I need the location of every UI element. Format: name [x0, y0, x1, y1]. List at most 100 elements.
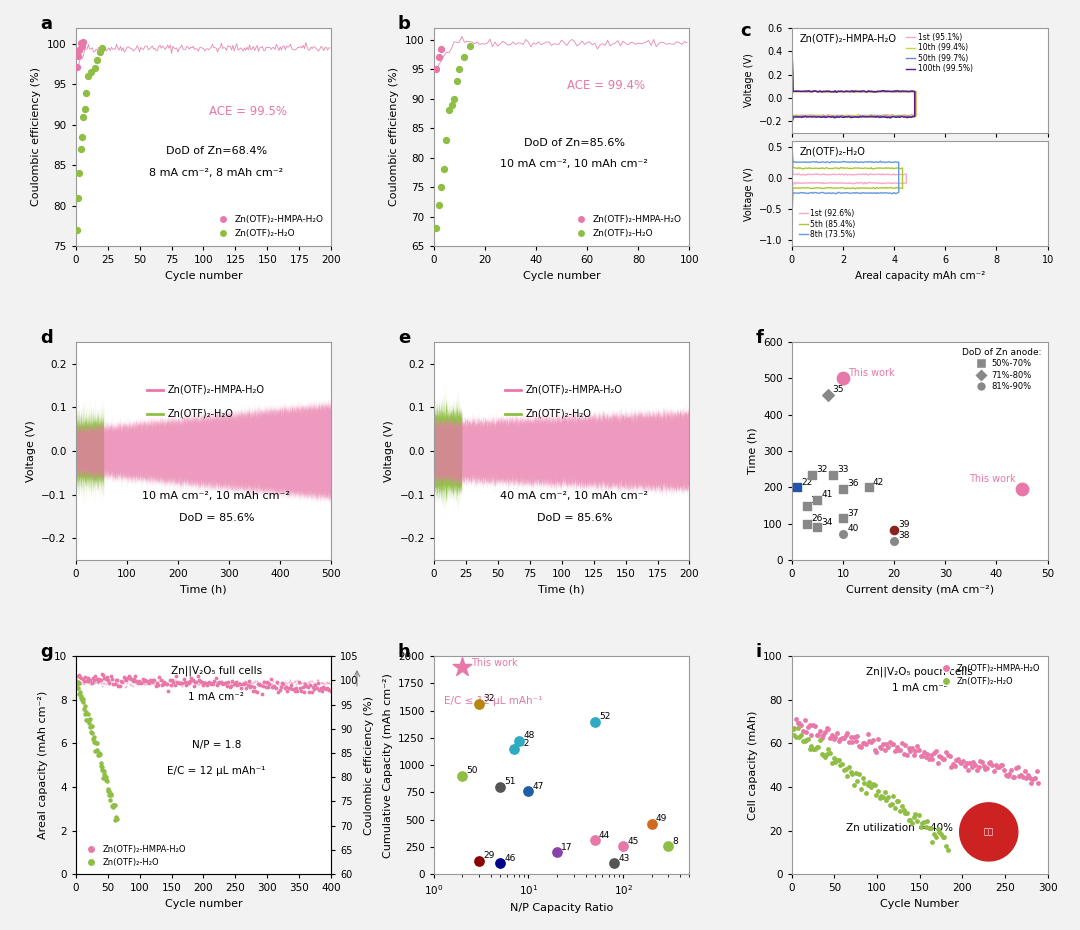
Point [586, 833, 604, 848]
Point [71, 686, 89, 701]
Point [288, 673, 306, 688]
1st (92.6%) [805, 169, 818, 180]
X-axis label: Time (h): Time (h) [180, 585, 227, 594]
Point [314, 675, 332, 690]
Point [208, 676, 226, 691]
Point [225, 676, 242, 691]
Point [878, 737, 895, 751]
Point [254, 678, 271, 693]
Point [843, 735, 861, 750]
Point [454, 659, 471, 674]
Point [295, 674, 312, 689]
Point [211, 677, 228, 692]
Point [270, 676, 287, 691]
Point [132, 675, 149, 690]
Point [107, 812, 124, 827]
Point [200, 675, 217, 690]
Text: DoD of Zn=85.6%: DoD of Zn=85.6% [524, 138, 625, 148]
Text: Zn(OTF)₂-H₂O: Zn(OTF)₂-H₂O [526, 409, 592, 419]
Text: 34: 34 [822, 518, 833, 526]
Point [100, 676, 118, 691]
Point [112, 679, 130, 694]
Text: This work: This work [849, 367, 895, 378]
Text: 29: 29 [483, 851, 495, 860]
Point [191, 673, 208, 688]
Point [82, 677, 99, 692]
Point [511, 734, 528, 749]
Point [204, 675, 221, 690]
Point [784, 722, 801, 737]
10th (99.4%) [798, 86, 811, 98]
Point [802, 738, 820, 753]
Point [798, 733, 815, 748]
Point [91, 674, 108, 689]
Point [549, 845, 566, 860]
Point [287, 681, 305, 696]
Point [96, 768, 113, 783]
Point [147, 678, 164, 693]
Point [257, 676, 274, 691]
Point [273, 676, 291, 691]
Point [103, 669, 120, 684]
100th (99.5%) [795, 112, 808, 123]
Point [160, 684, 177, 698]
Point [105, 676, 122, 691]
Text: b: b [397, 15, 410, 33]
Point [217, 674, 234, 689]
Point [919, 814, 936, 829]
Point [446, 91, 463, 106]
Point [309, 673, 326, 688]
Point [291, 675, 308, 690]
1st (92.6%) [795, 178, 808, 189]
Point [108, 672, 125, 687]
Point [193, 676, 211, 691]
Point [121, 671, 138, 685]
Point [982, 754, 999, 769]
Point [996, 763, 1013, 777]
Point [134, 671, 151, 686]
Point [94, 676, 111, 691]
Point [120, 669, 137, 684]
Point [246, 684, 264, 698]
Legend: 1st (95.1%), 10th (99.4%), 50th (99.7%), 100th (99.5%): 1st (95.1%), 10th (99.4%), 50th (99.7%),… [903, 30, 975, 76]
Point [184, 672, 201, 687]
Point [113, 674, 131, 689]
Y-axis label: Cumulative Capacity (mAh cm⁻²): Cumulative Capacity (mAh cm⁻²) [382, 672, 393, 857]
5th (85.4%) [826, 182, 839, 193]
10th (99.4%) [832, 111, 845, 122]
Point [891, 804, 908, 818]
X-axis label: Current density (mA cm⁻²): Current density (mA cm⁻²) [846, 585, 994, 594]
Point [276, 674, 294, 689]
Point [84, 671, 102, 685]
Point [297, 677, 314, 692]
Point [298, 678, 315, 693]
Text: 49: 49 [656, 815, 667, 823]
Point [805, 718, 822, 733]
Point [172, 676, 189, 691]
10th (99.4%) [807, 86, 820, 97]
Point [228, 674, 245, 689]
Point [837, 727, 854, 742]
Point [139, 675, 157, 690]
Point [242, 675, 259, 690]
Point [430, 50, 447, 65]
Point [828, 725, 846, 740]
Text: c: c [741, 21, 752, 40]
Point [825, 732, 842, 747]
Point [72, 691, 90, 706]
Point [89, 743, 106, 758]
Point [186, 674, 203, 689]
Point [644, 817, 661, 831]
Point [218, 676, 235, 691]
Point [138, 674, 156, 689]
Text: 8: 8 [673, 837, 678, 845]
Point [824, 467, 841, 482]
100th (99.5%) [800, 112, 813, 123]
Point [84, 675, 102, 690]
Text: 50: 50 [467, 766, 478, 776]
Point [786, 727, 804, 742]
Point [73, 129, 91, 144]
Point [861, 734, 878, 749]
Point [79, 675, 96, 690]
Point [92, 756, 109, 771]
